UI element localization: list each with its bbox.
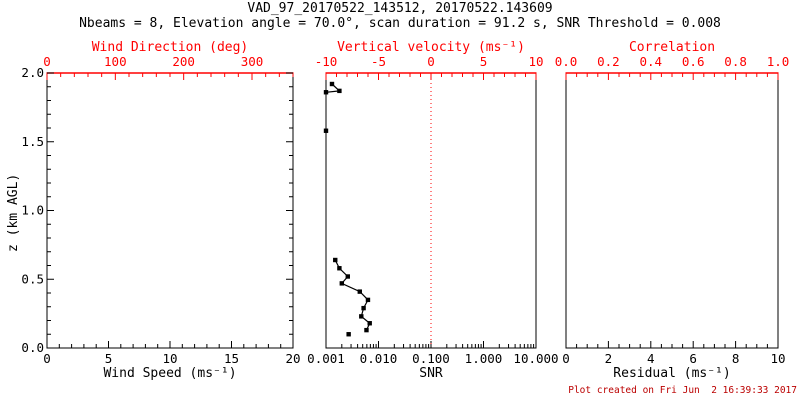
svg-text:0: 0 bbox=[427, 54, 435, 69]
svg-text:5: 5 bbox=[480, 54, 488, 69]
svg-text:0.010: 0.010 bbox=[360, 351, 398, 366]
svg-text:1.000: 1.000 bbox=[465, 351, 503, 366]
svg-text:0: 0 bbox=[43, 54, 51, 69]
svg-text:300: 300 bbox=[241, 54, 264, 69]
svg-text:0.2: 0.2 bbox=[597, 54, 620, 69]
svg-text:4: 4 bbox=[647, 351, 655, 366]
svg-text:10: 10 bbox=[528, 54, 543, 69]
svg-text:6: 6 bbox=[689, 351, 697, 366]
svg-text:5: 5 bbox=[105, 351, 113, 366]
svg-text:0.8: 0.8 bbox=[724, 54, 747, 69]
svg-text:200: 200 bbox=[172, 54, 195, 69]
svg-text:15: 15 bbox=[224, 351, 239, 366]
page-title: VAD_97_20170522_143512, 20170522.143609 bbox=[247, 1, 553, 16]
svg-text:0: 0 bbox=[562, 351, 570, 366]
svg-text:0.0: 0.0 bbox=[555, 54, 578, 69]
wind-direction-axis-title: Wind Direction (deg) bbox=[91, 40, 249, 55]
svg-text:100: 100 bbox=[104, 54, 127, 69]
height-axis-title: z (km AGL) bbox=[6, 173, 21, 252]
svg-text:8: 8 bbox=[732, 351, 740, 366]
svg-text:2.0: 2.0 bbox=[21, 65, 44, 80]
plot-creation-timestamp: Plot created on Fri Jun 2 16:39:33 2017 bbox=[568, 385, 797, 396]
vertical-velocity-axis-title: Vertical velocity (ms⁻¹) bbox=[337, 40, 525, 55]
svg-text:0.4: 0.4 bbox=[640, 54, 663, 69]
svg-text:2: 2 bbox=[605, 351, 613, 366]
snr-axis-title: SNR bbox=[419, 366, 443, 381]
svg-text:0.0: 0.0 bbox=[21, 340, 44, 355]
svg-text:0.100: 0.100 bbox=[412, 351, 450, 366]
svg-text:0.001: 0.001 bbox=[307, 351, 345, 366]
svg-text:10.000: 10.000 bbox=[513, 351, 558, 366]
scan-parameters-subtitle: Nbeams = 8, Elevation angle = 70.0°, sca… bbox=[79, 16, 721, 31]
svg-text:-10: -10 bbox=[315, 54, 338, 69]
residual-axis-title: Residual (ms⁻¹) bbox=[613, 366, 731, 381]
svg-text:10: 10 bbox=[770, 351, 785, 366]
svg-text:-5: -5 bbox=[371, 54, 386, 69]
wind-speed-axis-title: Wind Speed (ms⁻¹) bbox=[103, 366, 237, 381]
svg-text:0.6: 0.6 bbox=[682, 54, 705, 69]
svg-text:20: 20 bbox=[285, 351, 300, 366]
correlation-axis-title: Correlation bbox=[628, 40, 716, 55]
svg-text:10: 10 bbox=[162, 351, 177, 366]
svg-text:0: 0 bbox=[43, 351, 51, 366]
svg-text:1.0: 1.0 bbox=[767, 54, 790, 69]
svg-text:0.5: 0.5 bbox=[21, 271, 44, 286]
svg-text:1.5: 1.5 bbox=[21, 134, 44, 149]
svg-text:1.0: 1.0 bbox=[21, 203, 44, 218]
